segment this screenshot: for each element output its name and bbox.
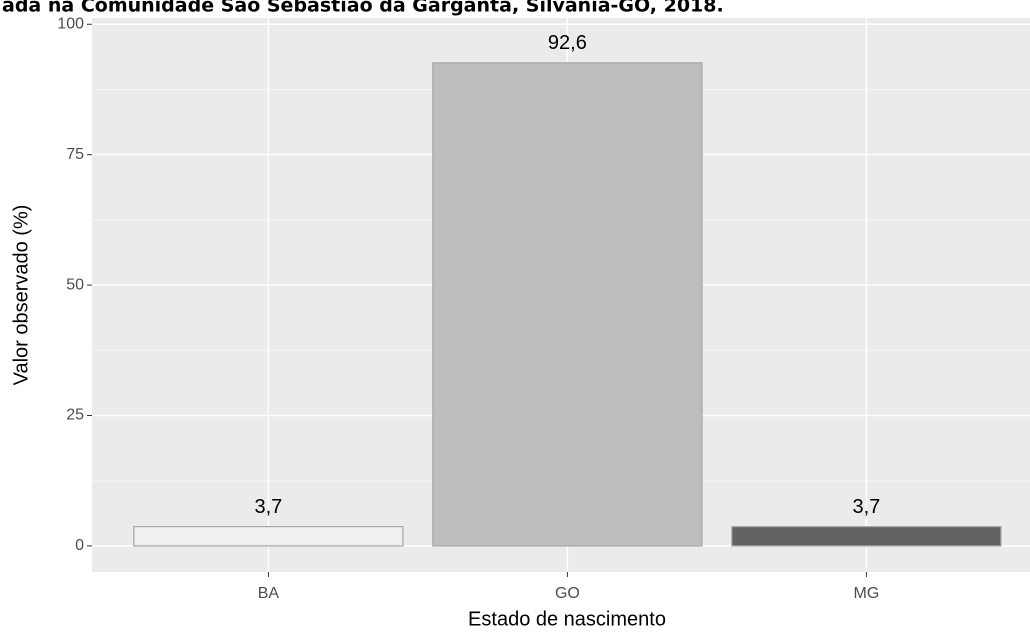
bar xyxy=(133,526,404,547)
chart-title: ada na Comunidade São Sebastião da Garga… xyxy=(2,0,724,17)
y-tick-label: 75 xyxy=(66,146,84,163)
value-label: 3,7 xyxy=(852,496,880,518)
x-tick-label: GO xyxy=(555,585,580,602)
y-tick-label: 50 xyxy=(66,276,84,293)
y-tick-label: 100 xyxy=(57,15,84,32)
y-axis-title: Valor observado (%) xyxy=(10,205,32,386)
y-tick-label: 25 xyxy=(66,407,84,424)
bar xyxy=(731,526,1002,547)
x-tick-label: BA xyxy=(258,585,280,602)
y-tick-label: 0 xyxy=(75,537,84,554)
x-tick-label: MG xyxy=(854,585,880,602)
value-label: 3,7 xyxy=(254,496,282,518)
x-axis-title: Estado de nascimento xyxy=(468,608,666,630)
bar xyxy=(432,62,703,547)
value-label: 92,6 xyxy=(548,32,587,54)
